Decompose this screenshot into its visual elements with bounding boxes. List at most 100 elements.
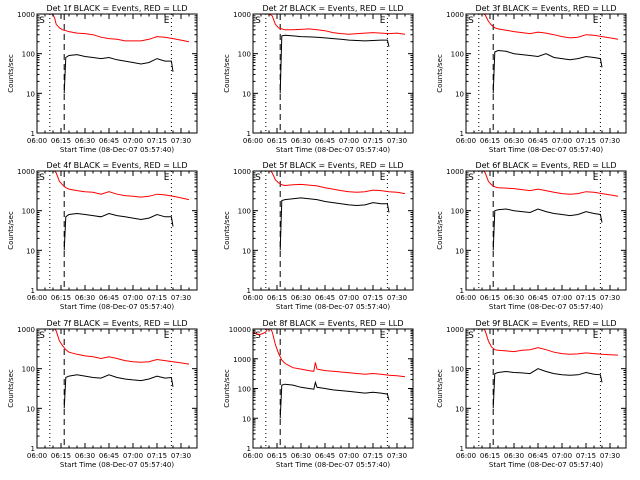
- x-tick-label: 06:45: [528, 294, 548, 302]
- panel-title: Det 3f BLACK = Events, RED = LLD: [475, 4, 616, 13]
- y-tick-label: 10: [455, 247, 464, 255]
- x-tick-label: 06:15: [51, 452, 71, 460]
- y-tick-label: 100: [238, 208, 251, 216]
- x-tick-label: 06:45: [99, 452, 119, 460]
- x-tick-label: 06:00: [27, 137, 47, 145]
- y-tick-label: 1000: [446, 168, 464, 176]
- x-tick-label: 07:00: [339, 294, 359, 302]
- x-axis-label: Start Time (08-Dec-07 05:57:40): [60, 303, 174, 311]
- x-axis-label: Start Time (08-Dec-07 05:57:40): [276, 146, 390, 154]
- panel-title: Det 5f BLACK = Events, RED = LLD: [262, 161, 403, 170]
- x-axis-label: Start Time (08-Dec-07 05:57:40): [489, 303, 603, 311]
- y-axis-label: Counts/sec: [223, 54, 231, 93]
- marker-e: E: [380, 16, 386, 26]
- series-line-events: [279, 197, 390, 251]
- marker-s: S: [468, 173, 474, 183]
- marker-e: E: [164, 331, 170, 341]
- y-tick-label: 10: [26, 405, 35, 413]
- x-tick-label: 07:00: [339, 452, 359, 460]
- x-tick-label: 07:30: [600, 452, 620, 460]
- y-tick-label: 1: [31, 287, 35, 295]
- x-tick-label: 06:30: [504, 452, 524, 460]
- y-tick-label: 10000: [229, 326, 251, 334]
- series-line-events: [492, 368, 603, 409]
- x-tick-label: 07:30: [171, 294, 191, 302]
- x-tick-label: 06:30: [75, 294, 95, 302]
- x-tick-label: 06:30: [291, 294, 311, 302]
- x-tick-label: 06:30: [291, 137, 311, 145]
- series-line-lld: [466, 329, 619, 356]
- y-axis-label: Counts/sec: [436, 54, 444, 93]
- panel-title: Det 7f BLACK = Events, RED = LLD: [46, 319, 187, 328]
- x-tick-label: 06:45: [315, 294, 335, 302]
- series-line-events: [492, 208, 603, 251]
- marker-e: E: [380, 173, 386, 183]
- series-line-lld: [466, 171, 619, 197]
- series-line-lld: [37, 329, 190, 365]
- x-tick-label: 06:30: [504, 137, 524, 145]
- plot-frame: [36, 170, 198, 291]
- x-tick-label: 06:00: [27, 294, 47, 302]
- panel-title: Det 2f BLACK = Events, RED = LLD: [262, 4, 403, 13]
- y-tick-label: 10: [455, 405, 464, 413]
- y-axis-label: Counts/sec: [7, 54, 15, 93]
- x-tick-label: 07:00: [123, 137, 143, 145]
- plot-frame: [252, 328, 414, 449]
- y-axis-label: Counts/sec: [436, 211, 444, 250]
- x-tick-label: 07:00: [552, 137, 572, 145]
- y-tick-label: 1: [31, 130, 35, 138]
- x-tick-label: 06:45: [528, 137, 548, 145]
- x-tick-label: 07:15: [576, 452, 596, 460]
- x-tick-label: 07:30: [600, 294, 620, 302]
- y-axis-label: Counts/sec: [7, 211, 15, 250]
- y-tick-label: 1000: [17, 11, 35, 19]
- x-tick-label: 07:30: [171, 452, 191, 460]
- x-tick-label: 07:15: [363, 294, 383, 302]
- x-axis-label: Start Time (08-Dec-07 05:57:40): [60, 146, 174, 154]
- y-tick-label: 1: [247, 130, 251, 138]
- x-axis-label: Start Time (08-Dec-07 05:57:40): [276, 303, 390, 311]
- x-tick-label: 07:30: [600, 137, 620, 145]
- y-tick-label: 10: [242, 247, 251, 255]
- plot-frame: [465, 13, 627, 134]
- y-tick-label: 100: [22, 51, 35, 59]
- x-tick-label: 06:45: [315, 452, 335, 460]
- x-tick-label: 07:00: [339, 137, 359, 145]
- series-line-events: [492, 49, 603, 94]
- y-tick-label: 1: [460, 445, 464, 453]
- x-tick-label: 06:30: [75, 452, 95, 460]
- series-line-lld: [466, 14, 619, 40]
- marker-e: E: [593, 331, 599, 341]
- marker-e: E: [380, 331, 386, 341]
- x-tick-label: 07:15: [147, 294, 167, 302]
- marker-s: S: [255, 331, 261, 341]
- y-tick-label: 1000: [17, 168, 35, 176]
- x-tick-label: 06:45: [99, 294, 119, 302]
- y-tick-label: 1: [460, 287, 464, 295]
- x-tick-label: 06:00: [456, 294, 476, 302]
- x-tick-label: 06:15: [267, 294, 287, 302]
- series-line-events: [279, 380, 390, 419]
- y-axis-label: Counts/sec: [436, 369, 444, 408]
- x-tick-label: 07:15: [576, 294, 596, 302]
- panel-title: Det 6f BLACK = Events, RED = LLD: [475, 161, 616, 170]
- y-tick-label: 10: [242, 415, 251, 423]
- x-axis-label: Start Time (08-Dec-07 05:57:40): [489, 461, 603, 469]
- x-tick-label: 07:00: [123, 294, 143, 302]
- x-tick-label: 06:30: [75, 137, 95, 145]
- marker-s: S: [468, 16, 474, 26]
- plot-frame: [252, 13, 414, 134]
- y-axis-label: Counts/sec: [223, 211, 231, 250]
- y-axis-label: Counts/sec: [223, 369, 231, 408]
- x-tick-label: 06:00: [243, 137, 263, 145]
- y-tick-label: 100: [22, 208, 35, 216]
- x-tick-label: 07:15: [147, 452, 167, 460]
- y-tick-label: 1: [247, 445, 251, 453]
- y-tick-label: 10: [242, 90, 251, 98]
